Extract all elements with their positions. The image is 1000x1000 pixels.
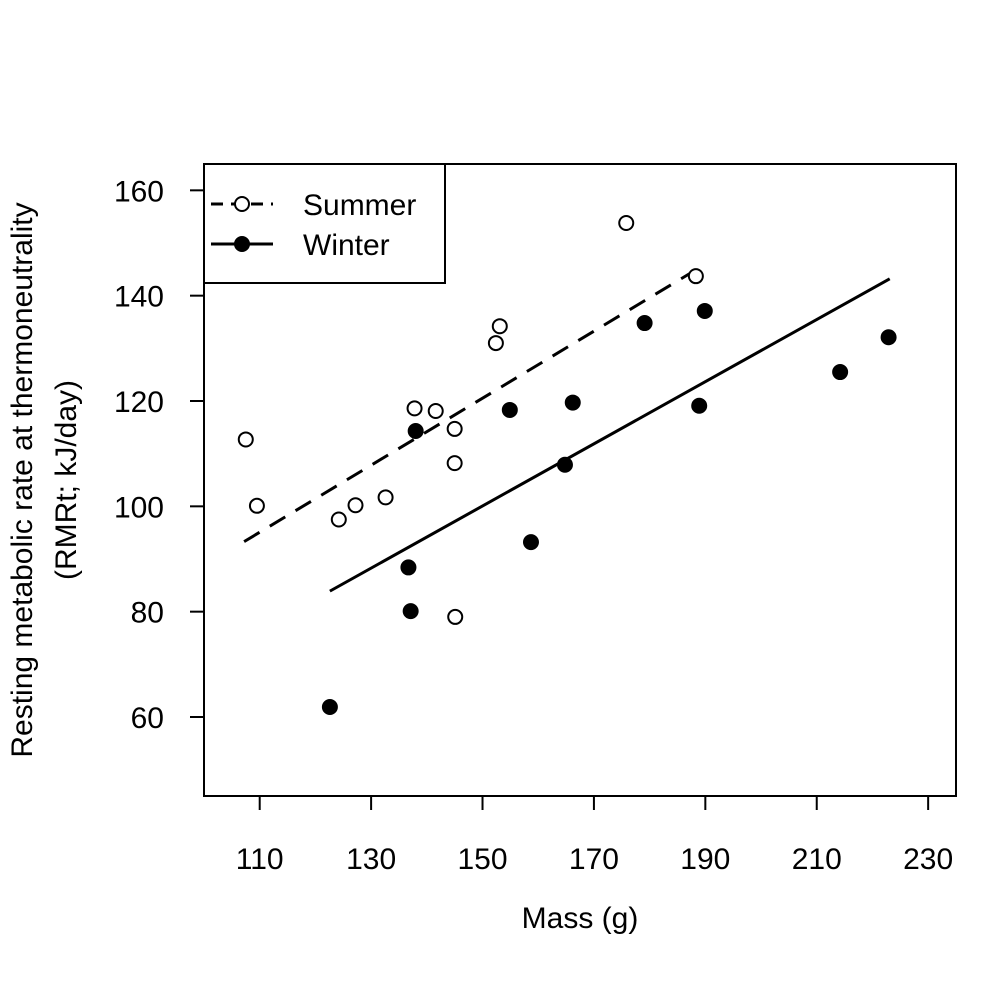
x-tick-label: 170 <box>569 843 619 876</box>
y-tick-label: 60 <box>131 702 164 735</box>
x-tick-label: 130 <box>346 843 396 876</box>
summer-point <box>377 489 394 506</box>
winter-point <box>407 423 424 440</box>
summer-point <box>237 431 254 448</box>
plot-marks <box>237 214 897 715</box>
summer-point <box>427 403 444 420</box>
summer-point <box>406 400 423 417</box>
winter-point <box>321 698 338 715</box>
summer-point <box>618 214 635 231</box>
x-tick-label: 190 <box>680 843 730 876</box>
summer-point <box>347 497 364 514</box>
x-tick-label: 150 <box>457 843 507 876</box>
legend-winter-marker <box>234 236 250 252</box>
winter-point <box>400 559 417 576</box>
summer-point <box>330 511 347 528</box>
legend-summer-label: Summer <box>303 189 416 222</box>
y-axis-title-line-1: Resting metabolic rate at thermoneutrali… <box>6 202 39 757</box>
summer-point <box>491 318 508 335</box>
summer-point <box>487 335 504 352</box>
winter-point <box>564 394 581 411</box>
legend-box <box>203 163 446 284</box>
winter-point <box>522 534 539 551</box>
legend-winter-label: Winter <box>303 229 390 262</box>
summer-point <box>687 268 704 285</box>
winter-point <box>832 364 849 381</box>
winter-point <box>880 329 897 346</box>
x-tick-label: 210 <box>792 843 842 876</box>
summer-point <box>446 455 463 472</box>
winter-point <box>402 603 419 620</box>
winter-fit-line <box>329 277 891 593</box>
summer-point <box>446 420 463 437</box>
summer-point <box>248 497 265 514</box>
summer-point <box>447 608 464 625</box>
y-tick-label: 120 <box>114 386 164 419</box>
winter-point <box>696 302 713 319</box>
y-tick-label: 140 <box>114 281 164 314</box>
legend: Summer Winter <box>203 163 446 284</box>
x-tick-label: 110 <box>236 843 284 876</box>
winter-point <box>501 401 518 418</box>
winter-point <box>556 456 573 473</box>
y-tick-label: 160 <box>114 175 164 208</box>
x-axis-title: Mass (g) <box>522 902 639 935</box>
axes: 110 130 150 170 190 210 230 60 80 100 120 140 160 <box>114 175 953 876</box>
winter-point <box>636 315 653 332</box>
winter-point <box>691 397 708 414</box>
y-axis-title-line-2: (RMRt; kJ/day) <box>50 380 83 580</box>
legend-summer-marker <box>234 196 250 212</box>
x-tick-label: 230 <box>903 843 953 876</box>
y-tick-label: 80 <box>131 597 164 630</box>
y-tick-label: 100 <box>114 491 164 524</box>
